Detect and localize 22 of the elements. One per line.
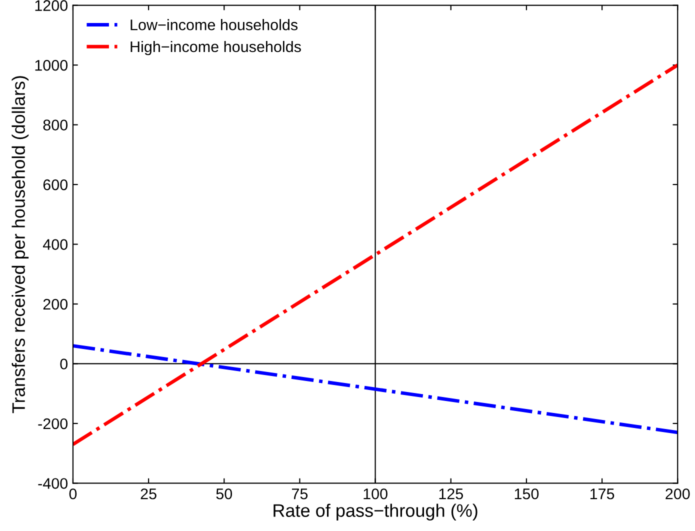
- legend-label: Low−income households: [130, 19, 298, 30]
- y-tick-label: -400: [38, 478, 68, 489]
- y-tick-label: -200: [38, 418, 68, 430]
- x-tick-label: 100: [364, 488, 388, 500]
- y-tick-label: 400: [42, 239, 68, 250]
- y-tick-label: 1200: [35, 0, 68, 11]
- x-tick-label: 125: [439, 488, 463, 500]
- x-tick-label: 0: [69, 488, 77, 500]
- x-tick-label: 25: [140, 488, 156, 500]
- x-tick-label: 50: [216, 488, 232, 500]
- y-tick-label: 600: [43, 179, 68, 190]
- y-tick-label: 200: [43, 298, 68, 310]
- x-tick-label: 75: [292, 488, 308, 500]
- y-tick-label: 1000: [35, 60, 68, 71]
- y-tick-label: 0: [60, 358, 68, 370]
- y-tick-label: 800: [43, 120, 68, 130]
- y-axis-title: Transfers received per household (dollars): [12, 76, 29, 414]
- x-axis-title: Rate of pass−through (%): [274, 504, 478, 521]
- x-tick-label: 150: [514, 488, 539, 500]
- legend-label: High−income households: [130, 40, 301, 56]
- x-tick-label: 200: [666, 488, 690, 500]
- x-tick-label: 175: [590, 488, 614, 500]
